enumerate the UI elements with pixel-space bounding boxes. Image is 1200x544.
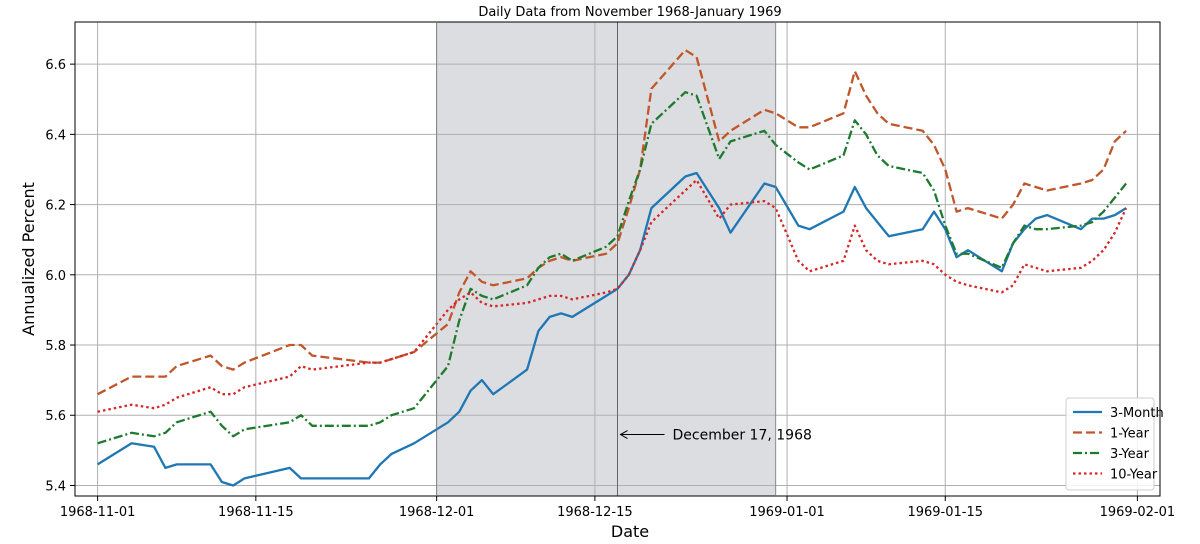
y-tick-label: 5.6 <box>45 409 66 424</box>
annotation-text: December 17, 1968 <box>673 428 812 444</box>
legend-label: 3-Month <box>1110 406 1164 421</box>
series-lines <box>96 48 1128 487</box>
plot-frame <box>74 21 1161 497</box>
x-axis-title: Date <box>611 522 649 541</box>
y-tick-label: 5.4 <box>45 479 66 494</box>
y-tick-label: 6.6 <box>45 58 66 73</box>
series-line-1-year <box>97 48 1127 396</box>
x-tick-label: 1969-02-01 <box>1100 505 1176 520</box>
legend-label: 3-Year <box>1110 447 1150 462</box>
series-line-3-year <box>97 91 1127 445</box>
x-tick-label: 1968-12-15 <box>557 505 633 520</box>
chart-title: Daily Data from November 1968-January 19… <box>478 5 781 20</box>
x-tick-label: 1968-11-01 <box>60 505 136 520</box>
plot-area <box>74 21 1161 497</box>
shaded-period <box>436 22 776 496</box>
y-tick-label: 5.8 <box>45 339 66 354</box>
y-tick-label: 6.4 <box>45 128 66 143</box>
x-tick-label: 1969-01-15 <box>907 505 983 520</box>
x-tick-label: 1968-12-01 <box>399 505 475 520</box>
y-tick-label: 6.2 <box>45 199 66 214</box>
y-tick-label: 6.0 <box>45 269 66 284</box>
x-axis-ticks: 1968-11-01 1968-11-15 1968-12-01 1968-12-15… <box>60 496 1175 520</box>
annotation: December 17, 1968 <box>619 428 812 444</box>
legend-label: 10-Year <box>1110 468 1158 483</box>
x-tick-label: 1968-11-15 <box>218 505 294 520</box>
x-tick-label: 1969-01-01 <box>749 505 825 520</box>
legend: 3-Month 1-Year 3-Year 10-Year <box>1065 397 1164 491</box>
legend-box <box>1065 397 1155 491</box>
annotation-arrowhead <box>619 430 628 439</box>
y-axis-title: Annualized Percent <box>19 182 38 336</box>
legend-label: 1-Year <box>1110 427 1150 442</box>
y-axis-ticks: 5.4 5.6 5.8 6.0 6.2 6.4 6.6 <box>45 58 75 494</box>
